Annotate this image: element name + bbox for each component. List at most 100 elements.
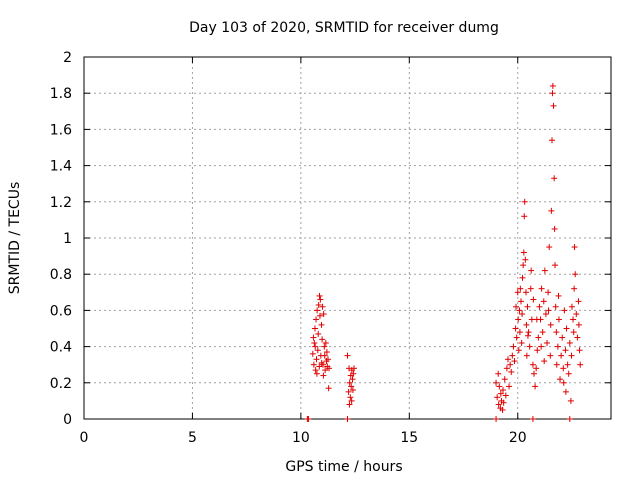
data-point [549, 82, 556, 89]
data-point [545, 289, 552, 296]
data-point [557, 376, 564, 383]
data-point [519, 311, 526, 318]
data-point [572, 271, 579, 278]
data-point [324, 356, 331, 363]
data-point [517, 298, 524, 305]
data-point [313, 370, 320, 377]
data-point [548, 207, 555, 214]
data-point [309, 350, 316, 357]
data-point [563, 325, 570, 332]
data-point [493, 379, 500, 386]
data-point [532, 383, 539, 390]
data-point [574, 334, 581, 341]
data-point [345, 388, 352, 395]
data-point [347, 394, 354, 401]
data-point [570, 316, 577, 323]
data-point [575, 298, 582, 305]
chart-title: Day 103 of 2020, SRMTID for receiver dum… [189, 20, 499, 36]
data-point [513, 334, 520, 341]
x-tick-labels: 0 5 10 15 20 [80, 430, 527, 446]
data-point [547, 321, 554, 328]
x-tick-label: 5 [188, 430, 197, 446]
axis-ticks [83, 56, 611, 420]
data-point [555, 292, 562, 299]
data-point [497, 390, 504, 397]
data-point [493, 416, 500, 422]
data-point [522, 289, 529, 296]
data-point [540, 298, 547, 305]
data-point [559, 334, 566, 341]
data-point [561, 307, 568, 314]
data-point [549, 137, 556, 144]
data-point [511, 358, 518, 365]
y-tick-label: 0 [63, 412, 72, 428]
data-point [529, 361, 536, 368]
data-point [310, 361, 317, 368]
data-point [536, 303, 543, 310]
data-point [552, 262, 559, 269]
data-point [552, 303, 559, 310]
data-point [315, 301, 322, 308]
data-point [522, 256, 529, 263]
y-tick-label: 0.8 [50, 267, 72, 283]
data-point [513, 303, 520, 310]
data-point [499, 387, 506, 394]
data-point [348, 397, 355, 404]
data-point [312, 367, 319, 374]
data-point [518, 339, 525, 346]
x-axis-label: GPS time / hours [285, 459, 402, 475]
data-point [316, 363, 323, 370]
x-tick-label: 15 [400, 430, 418, 446]
data-point [310, 334, 317, 341]
data-point [506, 383, 513, 390]
data-point [313, 316, 320, 323]
data-point [530, 296, 537, 303]
data-point [494, 394, 501, 401]
grid-lines [84, 57, 611, 419]
y-tick-label: 1 [63, 231, 72, 247]
data-point [496, 383, 503, 390]
data-point [319, 336, 326, 343]
data-point [570, 329, 577, 336]
data-point [314, 307, 321, 314]
data-point [562, 347, 569, 354]
data-point [538, 285, 545, 292]
data-point [567, 397, 574, 404]
data-point [571, 285, 578, 292]
data-point [509, 352, 516, 359]
data-point [542, 311, 549, 318]
data-point [549, 90, 556, 97]
y-tick-labels: 0 0.2 0.4 0.6 0.8 1 1.2 1.4 1.6 1.8 2 [50, 50, 72, 428]
x-tick-label: 20 [509, 430, 527, 446]
data-point [321, 352, 328, 359]
x-tick-label: 0 [80, 430, 89, 446]
data-point [517, 285, 524, 292]
data-point [346, 401, 353, 408]
data-point [576, 347, 583, 354]
y-tick-label: 0.6 [50, 303, 72, 319]
data-point [527, 285, 534, 292]
data-point [519, 274, 526, 281]
data-point [554, 343, 561, 350]
data-point [348, 383, 355, 390]
data-point [539, 329, 546, 336]
data-point [520, 262, 527, 269]
data-point [515, 347, 522, 354]
y-tick-label: 2 [63, 50, 72, 66]
y-axis-label: SRMTID / TECUs [7, 182, 23, 295]
data-point [546, 244, 553, 251]
data-point [562, 388, 569, 395]
data-point [503, 365, 510, 372]
data-point [538, 343, 545, 350]
data-point [534, 347, 541, 354]
data-point [533, 365, 540, 372]
data-point [311, 339, 318, 346]
data-point [349, 387, 356, 394]
data-point [565, 370, 572, 377]
data-point [535, 334, 542, 341]
y-tick-label: 1.8 [50, 86, 72, 102]
data-point [514, 289, 521, 296]
data-point [510, 343, 517, 350]
data-point [523, 352, 530, 359]
data-point [558, 352, 565, 359]
